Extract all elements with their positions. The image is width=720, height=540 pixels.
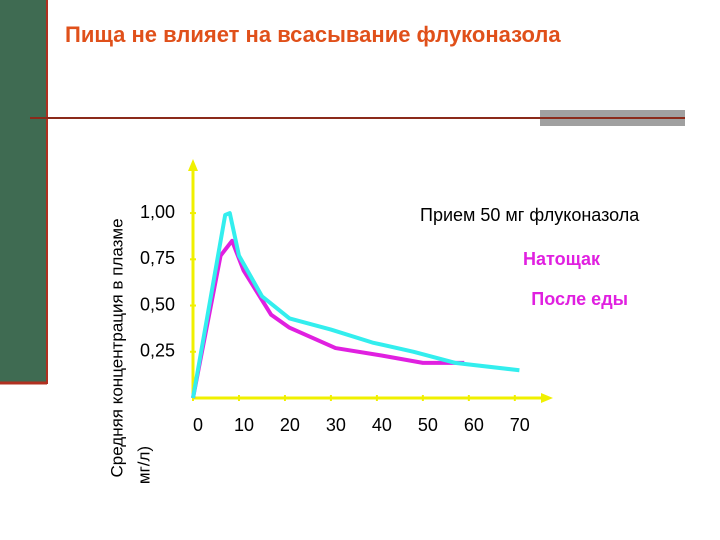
x-tick-label: 70 xyxy=(510,415,530,435)
series-line xyxy=(191,211,520,399)
y-axis-label: Средняя концентрация в плазме xyxy=(107,218,126,477)
x-tick-label: 20 xyxy=(280,415,300,435)
side-bar xyxy=(0,0,47,384)
legend-label: После еды xyxy=(531,289,628,309)
legend-label: Натощак xyxy=(523,249,601,269)
y-axis-label: мг/л) xyxy=(134,446,153,484)
y-tick-label: 0,25 xyxy=(140,341,175,361)
x-tick-label: 50 xyxy=(418,415,438,435)
y-tick-label: 0,75 xyxy=(140,248,175,268)
annotation: Прием 50 мг флуконазола xyxy=(420,205,640,225)
x-axis-arrow xyxy=(541,393,553,403)
y-tick-label: 0,50 xyxy=(140,294,175,314)
y-axis-arrow xyxy=(188,159,198,171)
x-tick-label: 30 xyxy=(326,415,346,435)
slide-title: Пища не влияет на всасывание флуконазола xyxy=(65,22,561,47)
y-tick-label: 1,00 xyxy=(140,202,175,222)
x-tick-label: 60 xyxy=(464,415,484,435)
x-tick-label: 10 xyxy=(234,415,254,435)
series-line xyxy=(191,238,465,399)
x-tick-label: 0 xyxy=(193,415,203,435)
x-tick-label: 40 xyxy=(372,415,392,435)
